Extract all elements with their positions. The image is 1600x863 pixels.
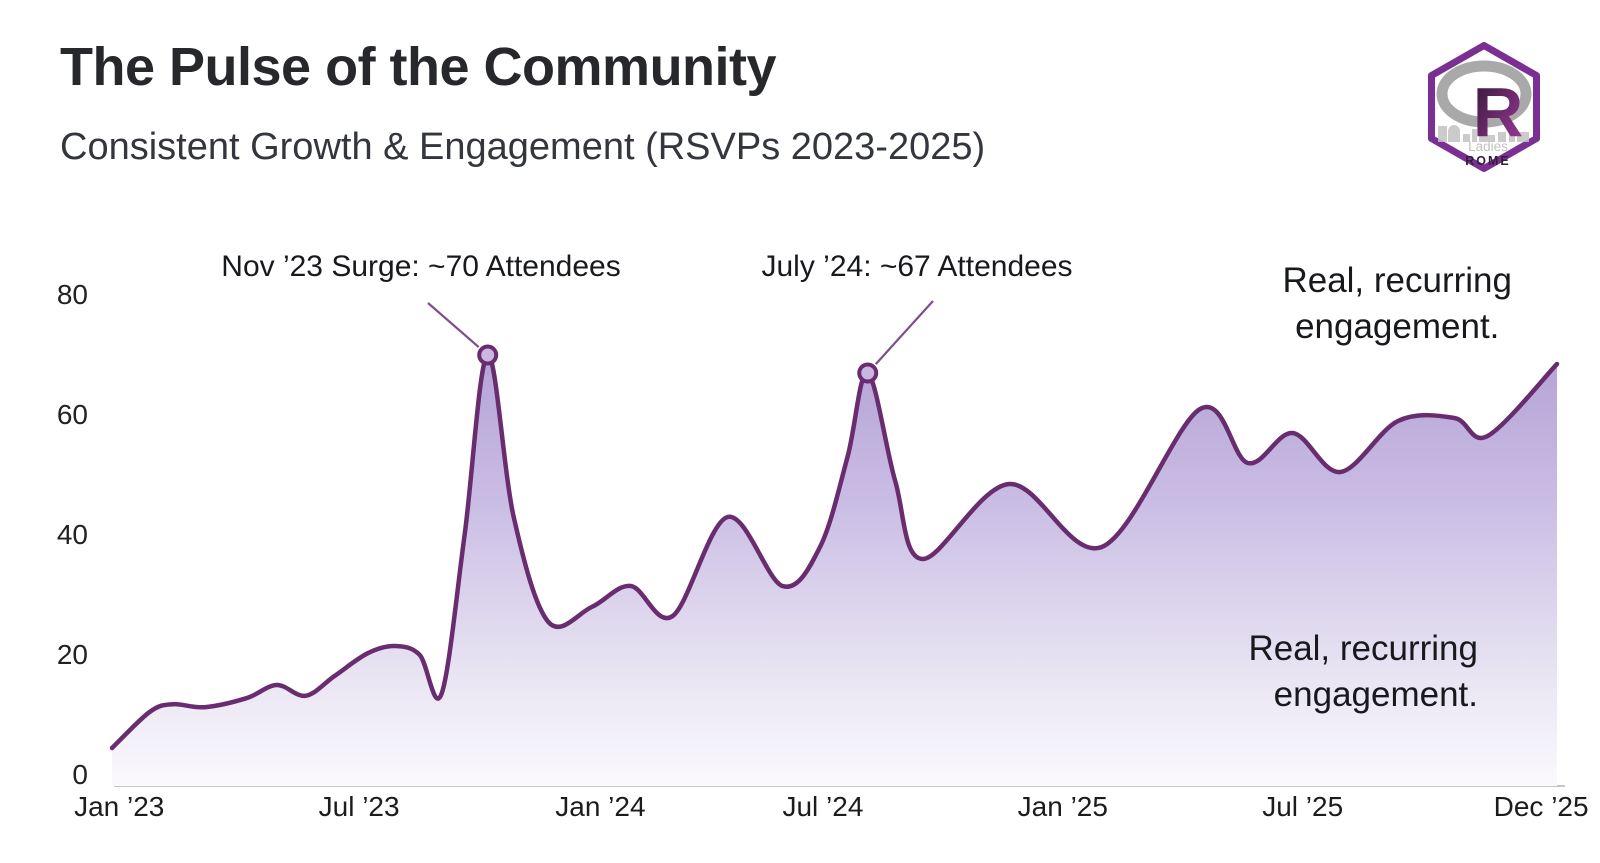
x-axis-tick: Jul ’23	[318, 791, 400, 822]
callout-line: Real, recurring	[1248, 629, 1478, 668]
annotation-leader-line	[427, 302, 480, 348]
peak-marker	[857, 362, 879, 384]
callout-line: Real, recurring	[1282, 261, 1512, 300]
peak-marker	[477, 344, 499, 366]
y-axis-tick-80: 80	[56, 279, 88, 310]
logo-r-ring	[1436, 60, 1532, 128]
callout-top-right: Real, recurring engagement.	[1282, 258, 1512, 350]
x-axis-tick: Jul ’25	[1262, 791, 1344, 822]
annotation-jul24-peak: July ’24: ~67 Attendees	[761, 250, 1073, 283]
y-axis-tick-20: 20	[56, 639, 88, 670]
rsvp-trend-line	[109, 352, 1560, 751]
x-axis-tick: Jan ’25	[1017, 791, 1108, 822]
annotation-nov23-surge: Nov ’23 Surge: ~70 Attendees	[221, 250, 621, 283]
callout-line: engagement.	[1295, 307, 1500, 347]
callout-line: engagement.	[1273, 675, 1478, 715]
x-axis-tick: Jan ’24	[555, 791, 646, 822]
callout-bottom-right: Real, recurring engagement.	[1248, 626, 1478, 718]
y-axis-tick-40: 40	[56, 519, 88, 550]
logo-ladies-label: Ladies	[1468, 139, 1508, 154]
y-axis-tick-60: 60	[56, 399, 88, 430]
x-axis-tick: Jul ’24	[782, 791, 864, 822]
rsvp-area-fill	[112, 354, 1557, 786]
rladies-rome-logo: R Ladies ROME	[1428, 42, 1540, 172]
logo-rome-label: ROME	[1465, 154, 1511, 168]
x-axis-tick: Dec ’25	[1493, 791, 1589, 822]
x-axis-tick: Jan ’23	[74, 791, 165, 822]
page-subtitle: Consistent Growth & Engagement (RSVPs 20…	[60, 126, 986, 168]
y-axis-tick-0: 0	[72, 759, 88, 790]
page-title: The Pulse of the Community	[60, 37, 777, 97]
logo-r-letter: R	[1473, 73, 1524, 151]
annotation-leader-line	[874, 300, 934, 365]
logo-rome-skyline	[1438, 125, 1529, 142]
